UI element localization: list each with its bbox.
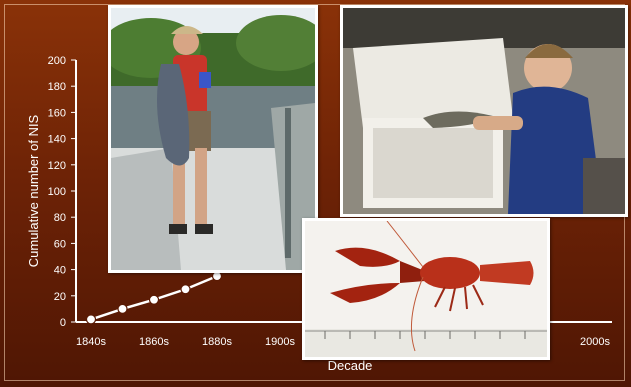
y-tick-label: 180 — [48, 81, 66, 93]
series-points — [85, 271, 223, 325]
x-tick-label: 1840s — [76, 336, 106, 348]
data-point — [180, 284, 191, 295]
x-axis-title: Decade — [328, 358, 373, 373]
data-point — [85, 314, 97, 325]
crayfish-photo — [302, 218, 550, 360]
y-tick-label: 120 — [48, 160, 66, 172]
x-tick-label: 1880s — [202, 336, 232, 348]
crayfish-image — [305, 221, 547, 357]
y-tick-label: 80 — [54, 212, 66, 224]
y-tick-label: 140 — [48, 134, 66, 146]
y-axis-title: Cumulative number of NIS — [26, 114, 41, 267]
researcher-fish-photo — [340, 5, 628, 217]
y-tick-label: 160 — [48, 107, 66, 119]
x-tick-label: 1900s — [265, 336, 295, 348]
y-tick-label: 20 — [54, 291, 66, 303]
angler-catfish-photo — [108, 5, 318, 273]
researcher-fish-image — [343, 8, 625, 214]
x-tick-label: 2000s — [580, 336, 610, 348]
y-axis-ticks: 0 20 40 60 80 100 120 140 160 180 200 — [48, 55, 76, 329]
y-tick-label: 200 — [48, 55, 66, 67]
data-point — [148, 294, 160, 305]
data-point — [211, 271, 223, 282]
data-point — [117, 303, 128, 314]
angler-catfish-image — [111, 8, 315, 270]
y-tick-label: 40 — [54, 265, 66, 277]
y-tick-label: 60 — [54, 238, 66, 250]
y-tick-label: 100 — [48, 186, 66, 198]
y-tick-label: 0 — [60, 317, 66, 329]
x-tick-label: 1860s — [139, 336, 169, 348]
